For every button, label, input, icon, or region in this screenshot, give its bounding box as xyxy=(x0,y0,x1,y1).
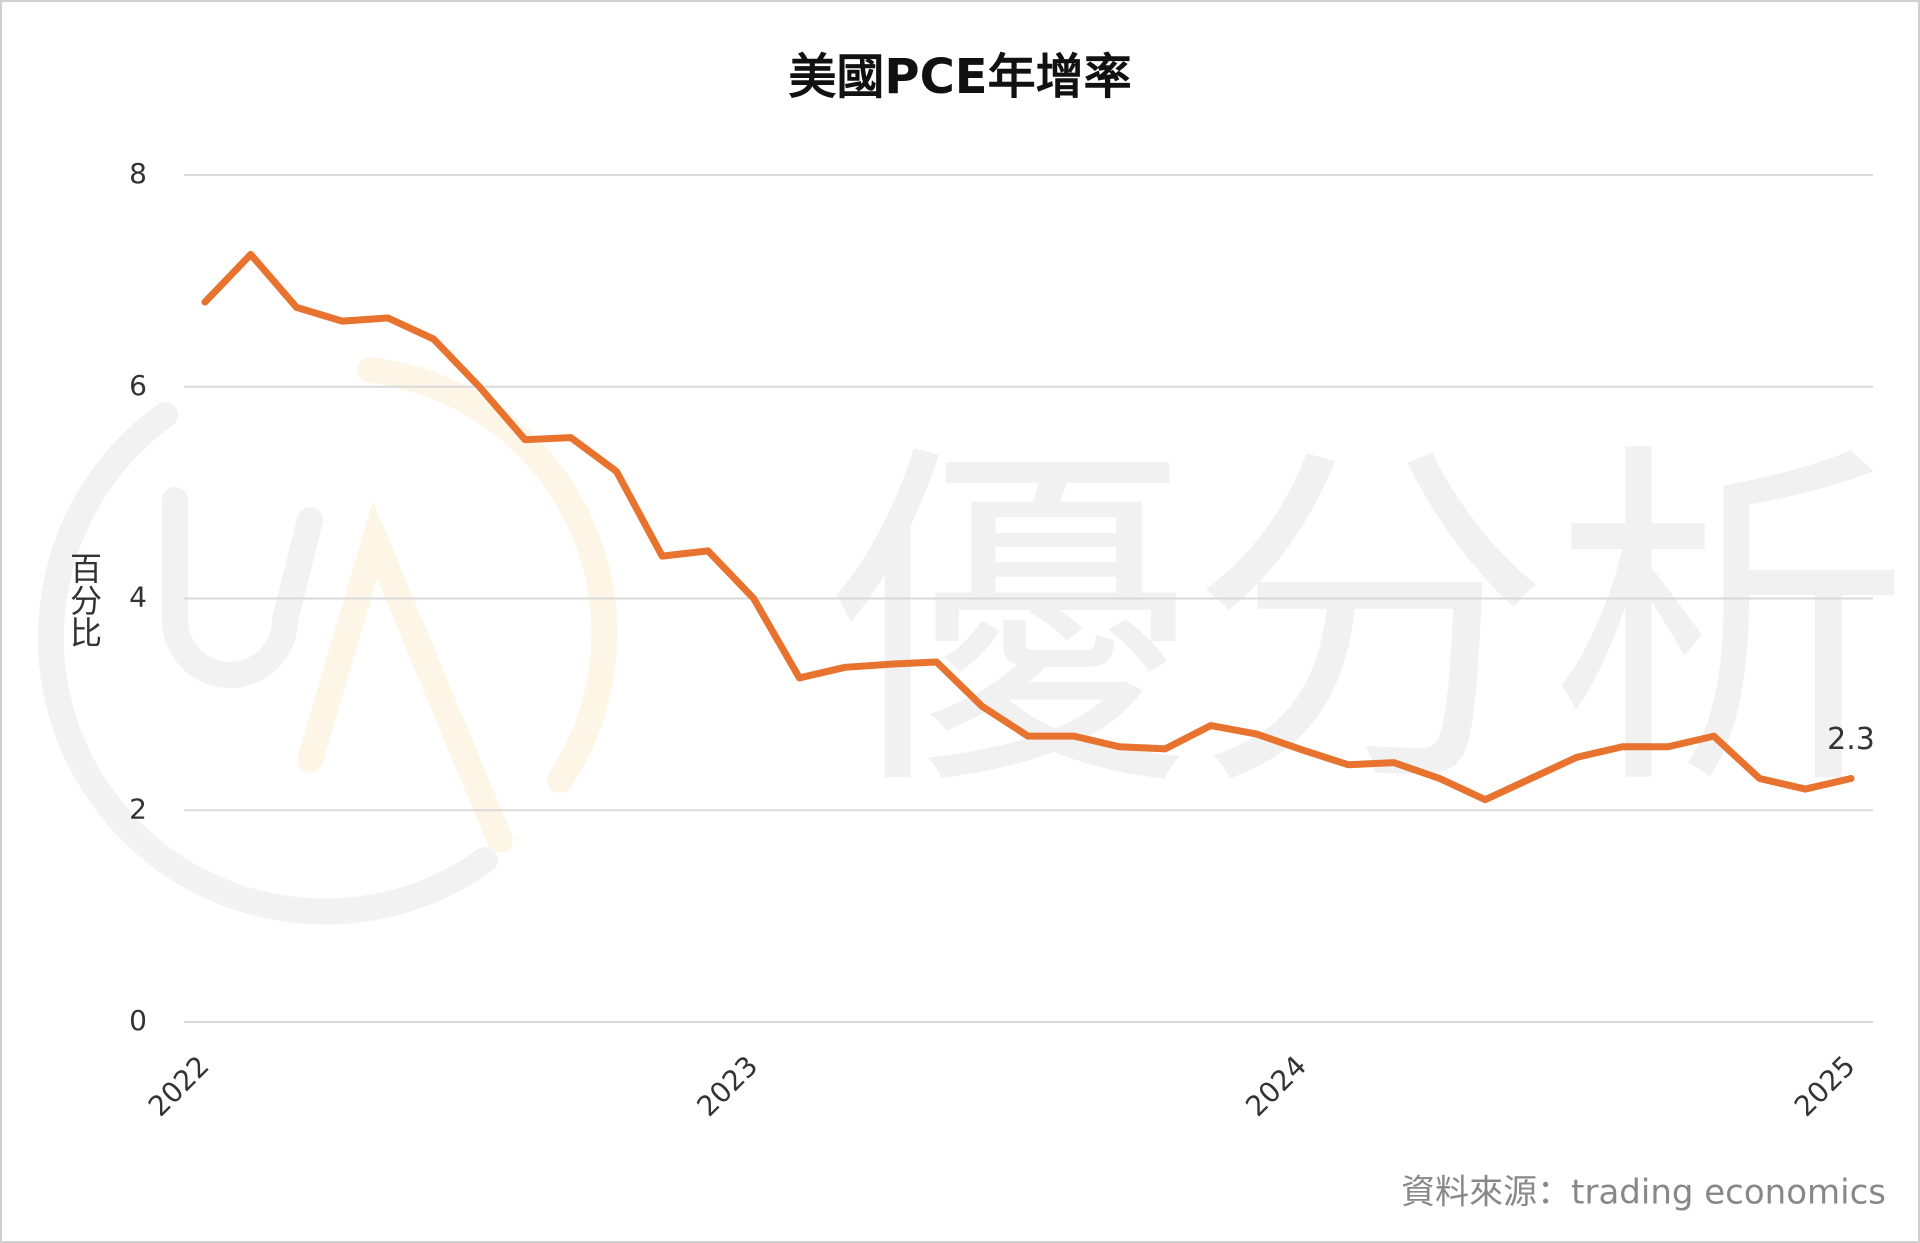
chart-title: 美國PCE年增率 xyxy=(788,49,1131,105)
y-tick-label: 4 xyxy=(129,581,147,614)
y-tick-label: 2 xyxy=(129,792,147,825)
line xyxy=(201,250,1855,804)
y-tick-label: 8 xyxy=(129,157,147,190)
y-tick-label: 0 xyxy=(129,1004,147,1037)
data-label: 2.3 xyxy=(1827,722,1875,757)
logo xyxy=(37,357,618,925)
y-axis-label: 百分比 xyxy=(65,552,103,648)
source-note: 資料來源：trading economics xyxy=(1401,1173,1886,1213)
y-tick-label: 6 xyxy=(129,369,147,402)
